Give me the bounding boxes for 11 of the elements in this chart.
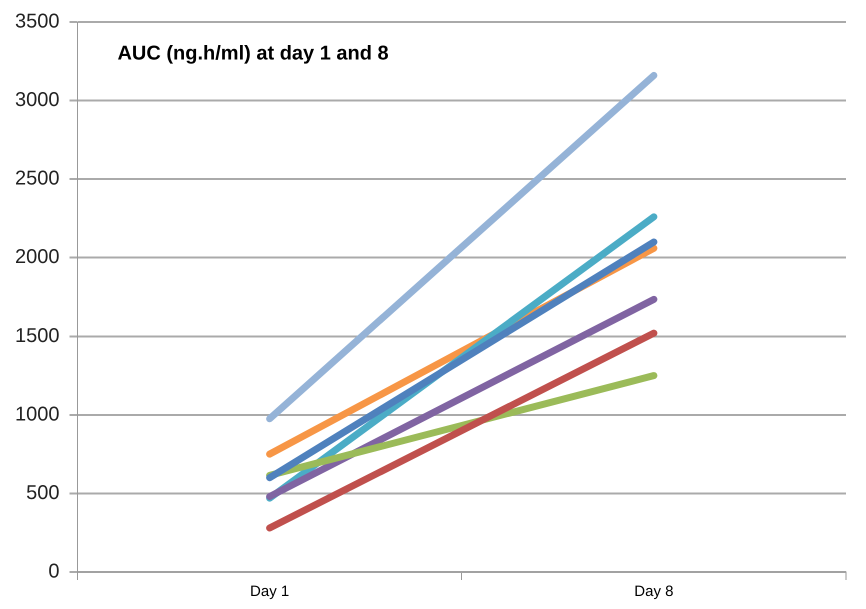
y-tick-label: 3000 — [14, 89, 60, 112]
y-tick-label: 1000 — [14, 403, 60, 426]
y-tick-label: 2500 — [14, 168, 60, 190]
y-tick-label: 0 — [48, 560, 60, 583]
text: AUC (ng.h/ml) at day 1 and 8 — [117, 42, 389, 65]
x-tick-label: Day 8 — [634, 583, 674, 600]
y-tick-label: 1500 — [14, 324, 60, 347]
y-tick-label: 2000 — [14, 246, 60, 268]
y-tick-label: 3500 — [14, 10, 60, 33]
x-tick-label: Day 1 — [250, 583, 290, 600]
y-tick-label: 500 — [26, 482, 60, 504]
